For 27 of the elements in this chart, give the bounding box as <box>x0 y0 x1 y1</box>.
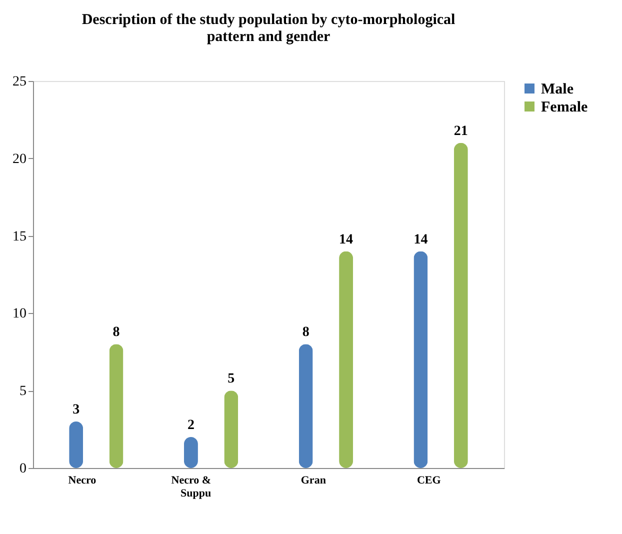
bar <box>109 344 124 468</box>
y-tick-label: 15 <box>12 229 26 244</box>
bar <box>298 344 313 468</box>
data-label: 14 <box>414 232 428 248</box>
data-label: 8 <box>302 325 310 340</box>
y-tick-label: 10 <box>12 306 26 322</box>
x-tick-label: CEG <box>416 474 442 486</box>
y-tick-label: 5 <box>20 384 26 400</box>
legend-label: Female <box>541 100 588 116</box>
bar <box>454 142 468 468</box>
chart-title: Description of the study population by cyto-morphological pattern and gender <box>82 12 456 45</box>
x-tick-label: Gran <box>300 474 326 486</box>
y-tick-label: 25 <box>12 74 26 90</box>
data-label: 2 <box>187 418 194 434</box>
legend-label: Male <box>541 82 574 98</box>
data-label: 14 <box>339 232 354 248</box>
data-label: 5 <box>228 372 235 387</box>
x-tick-label: Necro <box>68 474 97 486</box>
data-label: 8 <box>112 325 120 340</box>
data-label: 21 <box>454 124 468 139</box>
y-tick-label: 20 <box>12 152 26 167</box>
bar <box>414 251 428 468</box>
bar <box>339 251 354 468</box>
data-label: 3 <box>72 402 80 418</box>
bar <box>224 390 238 468</box>
x-tick-label: Necro & Suppu <box>171 474 212 500</box>
y-tick-label: 0 <box>20 462 26 476</box>
